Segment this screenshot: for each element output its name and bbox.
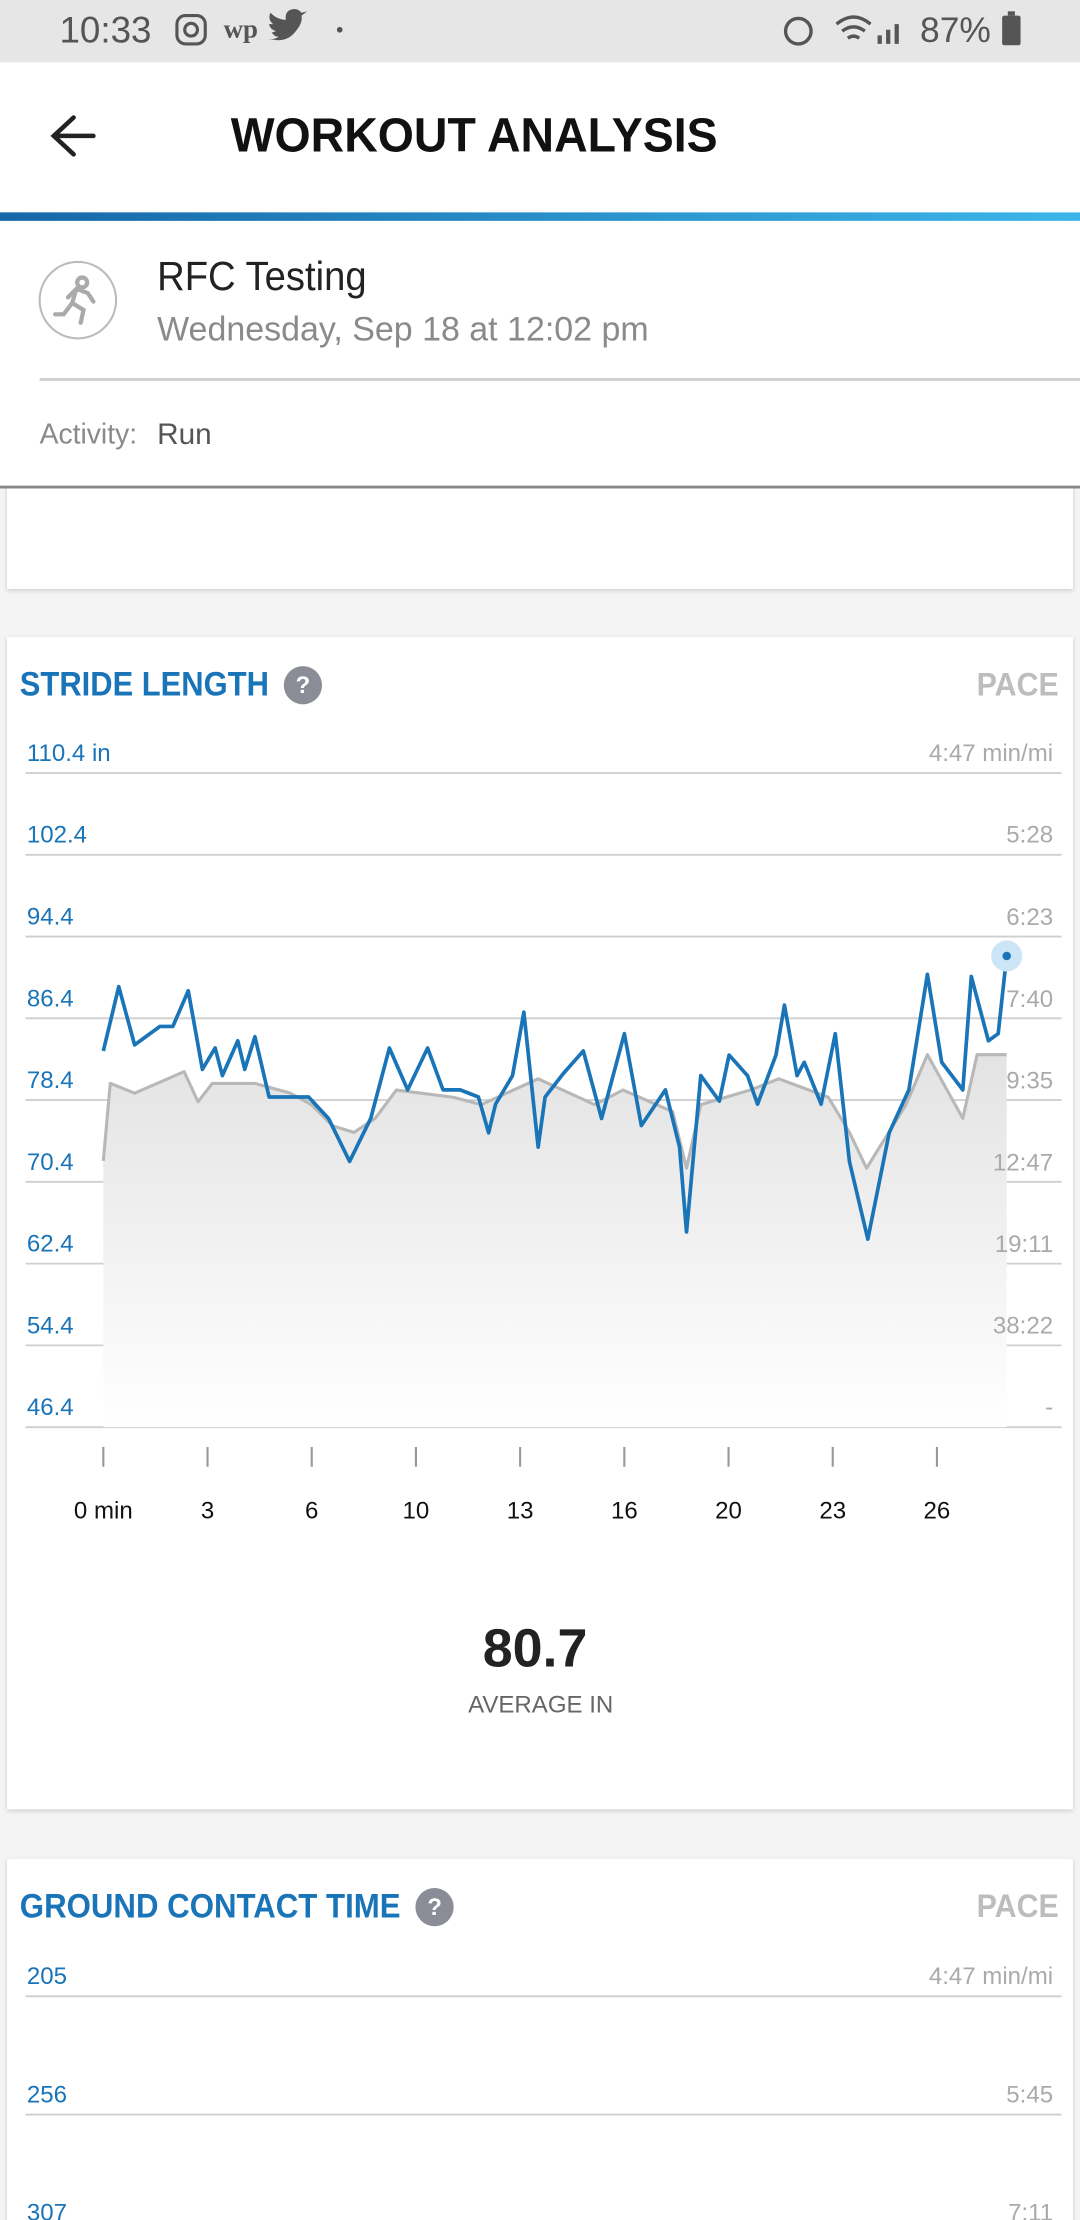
y2-tick-label: 5:45 xyxy=(1006,2081,1053,2108)
instagram-icon xyxy=(175,14,207,46)
x-tick-label: 13 xyxy=(507,1497,534,1524)
series-line xyxy=(101,1053,1007,1170)
y2-title[interactable]: PACE xyxy=(977,666,1059,702)
y-tick-label: 70.4 xyxy=(27,1149,74,1176)
activity-value: Run xyxy=(157,418,212,451)
activity-label: Activity: xyxy=(40,418,137,450)
status-dot xyxy=(336,26,343,33)
workout-name: RFC Testing xyxy=(157,253,366,299)
y-tick-label: 256 xyxy=(27,2081,67,2108)
y2-tick-label: - xyxy=(1045,1394,1053,1421)
y-tick-label: 62.4 xyxy=(27,1231,74,1258)
y-tick-label: 86.4 xyxy=(27,985,74,1012)
y2-tick-label: 7:40 xyxy=(1006,986,1053,1013)
y2-tick-label: 6:23 xyxy=(1006,904,1053,931)
help-icon-glyph: ? xyxy=(427,1894,442,1921)
average-value: 80.7 xyxy=(483,1618,588,1678)
header-bg xyxy=(0,0,1080,488)
runner-glyph xyxy=(53,275,96,325)
back-button[interactable] xyxy=(50,115,96,157)
y-tick-label: 102.4 xyxy=(27,822,87,849)
instagram-icon xyxy=(183,21,200,38)
average-label: AVERAGE IN xyxy=(468,1691,613,1718)
x-tick-label: 23 xyxy=(819,1497,846,1524)
y-tick-label: 307 xyxy=(27,2200,67,2220)
y-tick-label: 94.4 xyxy=(27,904,74,931)
workout-date: Wednesday, Sep 18 at 12:02 pm xyxy=(157,310,649,348)
signal-icon xyxy=(877,24,899,44)
area-fill xyxy=(103,1054,1007,1428)
accent-bar xyxy=(0,212,1080,221)
plot-area xyxy=(25,772,1062,1429)
x-tick-label: 20 xyxy=(715,1497,742,1524)
chart-title: STRIDE LENGTH xyxy=(20,666,269,704)
y-tick-label: 110.4 in xyxy=(27,740,111,767)
y-tick-label: 78.4 xyxy=(27,1067,74,1094)
selected-point xyxy=(1002,951,1011,961)
status-bar xyxy=(0,0,1080,63)
y-tick-label: 205 xyxy=(27,1963,67,1990)
status-time: 10:33 xyxy=(59,9,151,50)
wp-icon: wp xyxy=(224,13,258,43)
help-icon[interactable] xyxy=(283,666,323,705)
battery-text: 87% xyxy=(920,11,991,50)
y-tick-label: 46.4 xyxy=(27,1394,74,1421)
y2-tick-label: 12:47 xyxy=(993,1149,1053,1176)
y-tick-label: 54.4 xyxy=(27,1312,74,1339)
x-tick-label: 0 min xyxy=(74,1497,133,1524)
twitter-icon xyxy=(267,8,308,41)
x-tick-label: 10 xyxy=(403,1497,430,1524)
activity-icon xyxy=(38,260,118,340)
battery-icon xyxy=(1002,15,1021,46)
x-tick-label: 16 xyxy=(611,1497,638,1524)
ground-contact-card xyxy=(7,1858,1073,2220)
help-icon-glyph: ? xyxy=(296,672,311,699)
alarm-icon xyxy=(783,16,813,46)
page-title: WORKOUT ANALYSIS xyxy=(231,108,718,162)
ground-contact-chart: GROUND CONTACT TIME ? PACE 205 256 307 4:47… xyxy=(20,1887,1062,2220)
stride-chart: STRIDE LENGTH ? PACE 110.4 in 102.4 94.4 86… xyxy=(20,666,1062,1524)
y2-tick-label: 9:35 xyxy=(1006,1068,1053,1095)
y2-tick-label: 4:47 min/mi xyxy=(929,1963,1053,1990)
battery-icon xyxy=(1007,11,1015,16)
help-icon[interactable] xyxy=(415,1887,454,1927)
wifi-icon xyxy=(835,15,872,40)
chart-title: GROUND CONTACT TIME xyxy=(20,1887,401,1925)
y2-title[interactable]: PACE xyxy=(977,1888,1059,1924)
y2-tick-label: 4:47 min/mi xyxy=(929,740,1053,767)
y2-tick-label: 38:22 xyxy=(993,1313,1053,1340)
x-tick-label: 3 xyxy=(201,1497,214,1524)
y2-tick-label: 5:28 xyxy=(1006,822,1053,849)
y2-tick-label: 7:11 xyxy=(1008,2200,1053,2220)
series-line xyxy=(101,955,1009,1241)
x-tick-label: 6 xyxy=(305,1497,318,1524)
y2-tick-label: 19:11 xyxy=(995,1231,1053,1258)
x-tick-label: 26 xyxy=(924,1497,951,1524)
